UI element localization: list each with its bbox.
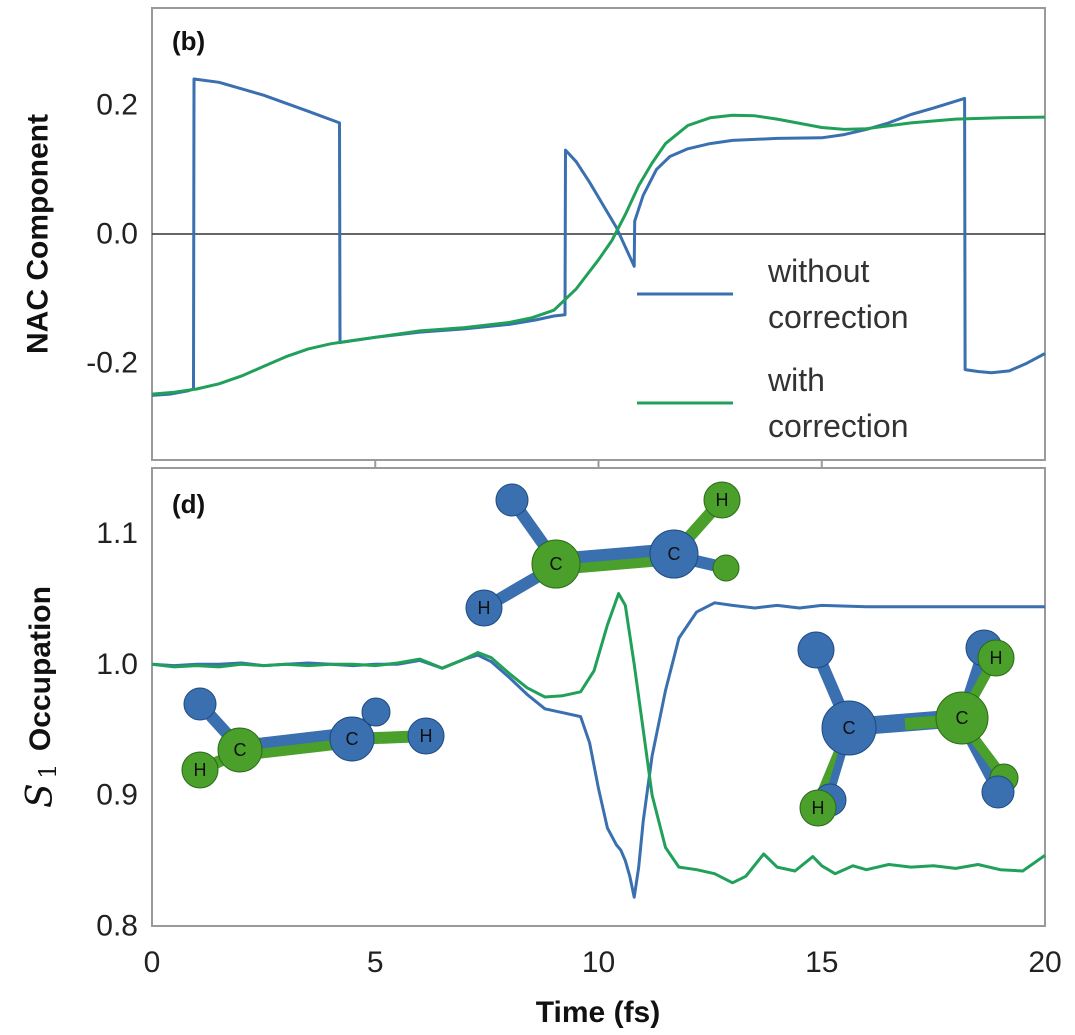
panel-d-label: (d) — [172, 489, 205, 519]
panel-d-series — [151, 592, 1046, 899]
panel-d-y-tick-label: 0.9 — [96, 779, 138, 812]
molecule-right-atom-c1: C — [843, 718, 856, 738]
panel-b-label: (b) — [172, 26, 205, 56]
panel-d-x-ticks: 0 5 10 15 20 — [144, 460, 1062, 979]
molecule-left-atom-c1: C — [234, 740, 247, 760]
panel-b: (b) 0.2 0.0 -0.2 NAC Component without cor… — [22, 7, 1046, 461]
y-axis-subscript: 1 — [34, 764, 62, 779]
panel-b-y-axis-title: NAC Component — [22, 114, 55, 354]
molecule-right-atom-c2: C — [956, 708, 969, 728]
molecule-top-atom-c1: C — [550, 554, 563, 574]
panel-d-y-tick-label: 0.8 — [96, 910, 138, 943]
panel-d-x-tick-label: 10 — [582, 946, 615, 979]
panel-b-series-with-correction — [151, 113, 1046, 396]
panel-b-y-tick-label: 0.0 — [96, 218, 138, 251]
panel-b-series — [151, 77, 1046, 397]
molecule-top: C C H H — [465, 481, 741, 627]
legend-label-with-line1: with — [767, 362, 825, 398]
panel-d-y-ticks: 1.1 1.0 0.9 0.8 — [96, 517, 138, 943]
legend-label-without-line2: correction — [768, 299, 909, 335]
panel-d-y-tick-label: 1.1 — [96, 517, 138, 550]
legend: without correction with correction — [637, 253, 909, 444]
y-axis-text: Occupation — [24, 586, 57, 751]
panel-b-series-without-correction — [151, 77, 1046, 397]
molecule-left-atom-h1: H — [194, 760, 207, 780]
molecule-right: C C H H — [797, 629, 1019, 827]
molecule-right-atom-h1: H — [812, 798, 825, 818]
molecule-top-atom-c2: C — [668, 544, 681, 564]
panel-d-x-tick-label: 15 — [805, 946, 838, 979]
panel-d-frame — [151, 467, 1046, 927]
panel-d-y-axis-title: S 1 Occupation — [20, 586, 63, 808]
panel-d-x-tick-label: 0 — [144, 946, 161, 979]
y-axis-symbol: S — [20, 783, 61, 808]
panel-d-x-tick-label: 5 — [367, 946, 384, 979]
molecule-top-atom-h2: H — [716, 490, 729, 510]
legend-label-without-line1: without — [767, 253, 870, 289]
panel-b-y-tick-label: -0.2 — [86, 347, 138, 380]
molecule-right-atom-h2: H — [990, 648, 1003, 668]
panel-d-x-tick-label: 20 — [1028, 946, 1061, 979]
panel-d-x-axis-title: Time (fs) — [536, 996, 660, 1029]
panel-d-y-tick-label: 1.0 — [96, 648, 138, 681]
molecule-left: C C H H — [181, 687, 445, 789]
panel-b-y-tick-label: 0.2 — [96, 88, 138, 121]
panel-d-series-with-correction — [151, 592, 1046, 885]
molecule-top-atom-h1: H — [478, 598, 491, 618]
molecule-left-atom-h2: H — [420, 726, 433, 746]
panel-b-y-ticks: 0.2 0.0 -0.2 — [86, 88, 138, 379]
legend-label-with-line2: correction — [768, 408, 909, 444]
molecule-left-atom-c2: C — [346, 729, 359, 749]
panel-d: (d) 1.1 1.0 0.9 0.8 0 5 10 15 20 Time (fs) S 1 … — [20, 460, 1062, 1029]
